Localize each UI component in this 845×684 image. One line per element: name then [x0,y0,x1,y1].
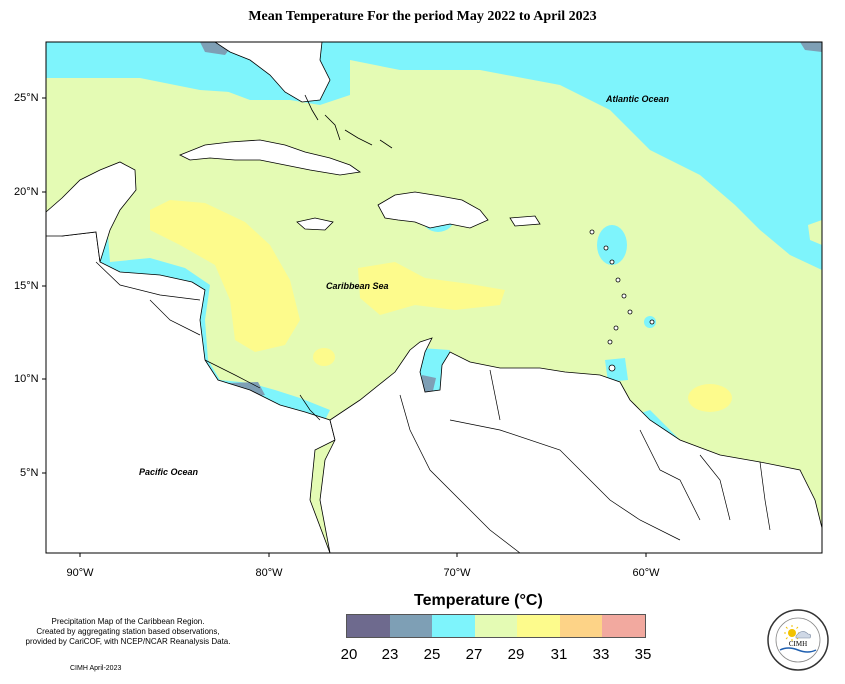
legend-swatch-29-31 [517,615,560,637]
country-borders [95,261,771,553]
credits-line-1: Precipitation Map of the Caribbean Regio… [51,617,205,626]
temp-field-29-31-east [688,384,732,412]
land-jamaica [296,217,334,231]
lat-label-20n: 20°N [14,186,39,198]
lon-label-70w: 70°W [443,567,471,579]
land-puerto-rico [509,215,541,227]
cimh-logo: CIMH [767,609,829,671]
temp-field-29-31-central [358,262,505,315]
axis-ticks [42,97,647,557]
legend-tick-29: 29 [507,646,525,663]
credits-line-3: provided by CariCOF, with NCEP/NCAR Rean… [25,637,231,646]
legend-swatch-33-35 [602,615,645,637]
legend-swatch-31-33 [559,615,602,637]
land-lesser-antilles [589,229,655,372]
legend-tick-33: 33 [592,646,610,663]
lat-label-10n: 10°N [14,373,39,385]
temp-field-25-27-antilles [597,225,627,265]
logo-text: CIMH [789,640,807,648]
land-bahamas [304,94,393,149]
lat-label-25n: 25°N [14,92,39,104]
temp-field-29-31-west [150,200,300,352]
legend-swatch-20-23 [347,615,390,637]
lon-label-60w: 60°W [632,567,660,579]
legend-swatch-25-27 [432,615,475,637]
temp-field-29-31-small [313,348,335,366]
temp-field-25-27-north [46,42,822,270]
land-yucatan [46,161,137,263]
lon-label-80w: 80°W [255,567,283,579]
credits-date: CIMH April-2023 [70,665,122,672]
temp-field-27-29-east [808,220,822,245]
legend-tick-23: 23 [381,646,399,663]
lon-label-90w: 90°W [66,567,94,579]
label-pacific-ocean: Pacific Ocean [139,467,199,477]
legend-color-bar [346,614,646,638]
land-cuba [179,139,362,176]
legend-swatch-27-29 [474,615,517,637]
lat-label-15n: 15°N [14,280,39,292]
temp-field-23-25-maracaibo [422,375,436,395]
label-caribbean-sea: Caribbean Sea [326,281,389,291]
legend-tick-27: 27 [465,646,483,663]
temp-field-25-27-trinidad [605,358,628,382]
temp-field-23-25-topright [800,42,822,52]
lat-label-5n: 5°N [20,467,39,479]
legend-title: Temperature (°C) [414,592,543,609]
legend-tick-31: 31 [550,646,568,663]
legend-tick-20: 20 [340,646,358,663]
credits-block: Precipitation Map of the Caribbean Regio… [8,617,248,647]
land-south-america [319,337,822,553]
legend-tick-35: 35 [634,646,652,663]
legend-swatch-23-25 [389,615,432,637]
label-atlantic-ocean: Atlantic Ocean [606,94,670,104]
land-florida [214,42,331,103]
land-hispaniola [377,191,489,229]
credits-line-2: Created by aggregating station based obs… [36,627,220,636]
map-title: Mean Temperature For the period May 2022… [248,9,597,24]
map-frame [45,41,823,554]
legend-tick-25: 25 [423,646,441,663]
